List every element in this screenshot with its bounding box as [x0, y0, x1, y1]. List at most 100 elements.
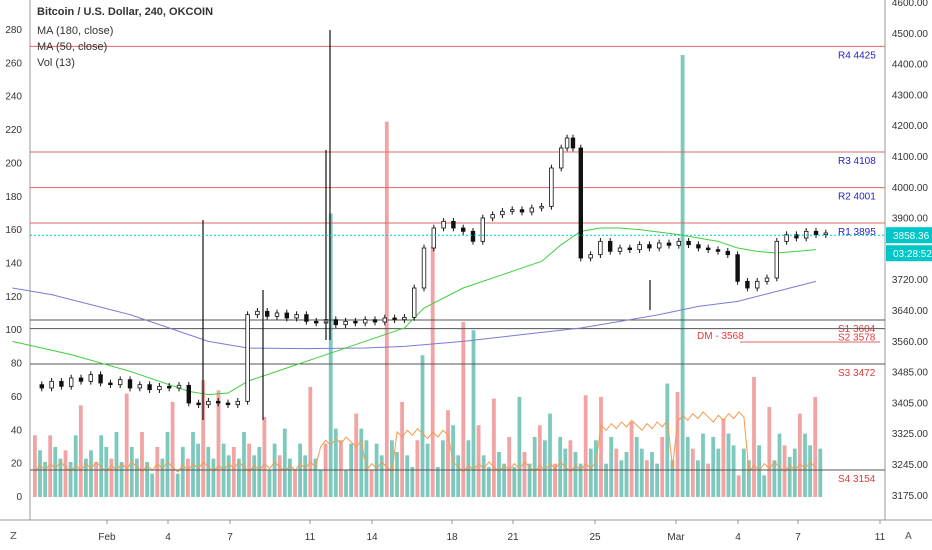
volume-bar — [471, 330, 476, 497]
volume-bar — [548, 413, 552, 497]
candle-body — [137, 384, 142, 389]
ma180-legend: MA (180, close) — [37, 25, 114, 37]
volume-bar — [175, 473, 180, 497]
volume-bar — [359, 428, 364, 497]
candle-body — [421, 247, 427, 289]
x-tick-label: 25 — [589, 532, 601, 543]
candle-body — [529, 207, 534, 213]
volume-bar — [639, 448, 644, 497]
candle-body — [813, 230, 819, 236]
candle-body — [88, 374, 93, 382]
price-tick-label: 3485.00 — [892, 368, 929, 379]
volume-tick-label: 280 — [5, 25, 22, 36]
candle-body — [451, 220, 456, 229]
volume-bar — [140, 431, 144, 497]
x-tick-label: 11 — [875, 532, 886, 543]
vol-legend: Vol (13) — [37, 57, 75, 69]
volume-bar — [741, 448, 746, 497]
volume-bar — [527, 463, 532, 497]
candle-body — [637, 244, 642, 251]
volume-bar — [435, 466, 440, 497]
volume-tick-label: 240 — [5, 92, 22, 103]
auto-scale-icon[interactable]: A — [905, 531, 912, 542]
volume-bar — [798, 413, 802, 497]
candle-body — [627, 247, 632, 251]
countdown-tag — [886, 245, 932, 262]
volume-bar — [721, 418, 726, 497]
volume-tick-label: 80 — [11, 359, 23, 370]
candle-body — [333, 319, 338, 326]
x-tick-label: 4 — [165, 532, 171, 543]
volume-bar — [792, 448, 797, 497]
candle-body — [196, 402, 201, 406]
volume-tick-label: 140 — [5, 259, 22, 270]
candle-body — [343, 320, 348, 326]
volume-bar — [84, 458, 88, 497]
volume-bar — [262, 416, 267, 497]
candle-body — [127, 379, 133, 389]
ma180-line — [12, 280, 817, 350]
volume-bar — [594, 440, 598, 497]
volume-bar — [109, 458, 114, 497]
volume-tick-label: 160 — [5, 225, 22, 236]
volume-bar — [288, 458, 292, 497]
candle-body — [617, 247, 623, 252]
pivot-label-r3: R3 4108 — [838, 156, 876, 167]
zoom-icon[interactable]: Z — [10, 531, 17, 542]
volume-bar — [604, 463, 608, 497]
candle-body — [490, 214, 495, 219]
volume-bar — [818, 448, 823, 497]
volume-bar — [685, 436, 690, 497]
volume-bar — [690, 448, 695, 497]
volume-bar — [308, 386, 313, 497]
volume-bar — [675, 391, 680, 497]
volume-bar — [588, 448, 593, 497]
pivot-label-s1: S1 3604 — [838, 324, 876, 335]
candle-body — [69, 377, 74, 387]
volume-bar — [599, 396, 603, 497]
volume-bar — [99, 435, 104, 497]
volume-bar — [706, 463, 710, 497]
x-tick-label: 14 — [366, 532, 378, 543]
volume-bar — [430, 246, 435, 497]
x-tick-label: 18 — [446, 532, 458, 543]
volume-bar — [293, 470, 297, 497]
volume-bar — [609, 436, 614, 497]
volume-bar — [420, 355, 425, 497]
candle-body — [215, 400, 221, 404]
volume-bar — [619, 460, 624, 497]
pivot-label-s3: S3 3472 — [838, 368, 876, 379]
candle-body — [147, 384, 152, 391]
candle-body — [686, 240, 691, 246]
candle-body — [823, 232, 828, 236]
volume-bar — [782, 445, 787, 497]
x-tick-label: 4 — [735, 532, 741, 543]
volume-bar — [257, 446, 262, 497]
volume-bar — [379, 455, 384, 497]
candle-body — [166, 385, 172, 389]
volume-tick-label: 60 — [11, 392, 23, 403]
volume-bar — [226, 455, 231, 497]
volume-bar — [237, 458, 241, 497]
volume-bar — [583, 395, 588, 497]
pivot-label-r1: R1 3895 — [838, 227, 876, 238]
candle-body — [794, 234, 799, 239]
volume-bar — [89, 450, 93, 497]
volume-bar — [303, 455, 308, 497]
candle-body — [519, 209, 525, 213]
volume-bar — [369, 470, 374, 497]
candle-body — [78, 377, 84, 382]
volume-bar — [492, 398, 496, 497]
volume-bar — [328, 213, 333, 497]
volume-bar — [48, 435, 53, 497]
volume-bar — [757, 445, 761, 497]
volume-bar — [53, 446, 58, 497]
candle-body — [176, 384, 182, 389]
volume-bar — [787, 456, 792, 497]
volume-bar — [808, 445, 812, 497]
volume-bar — [701, 433, 705, 497]
candle-body — [382, 317, 387, 323]
volume-bar — [344, 470, 348, 497]
